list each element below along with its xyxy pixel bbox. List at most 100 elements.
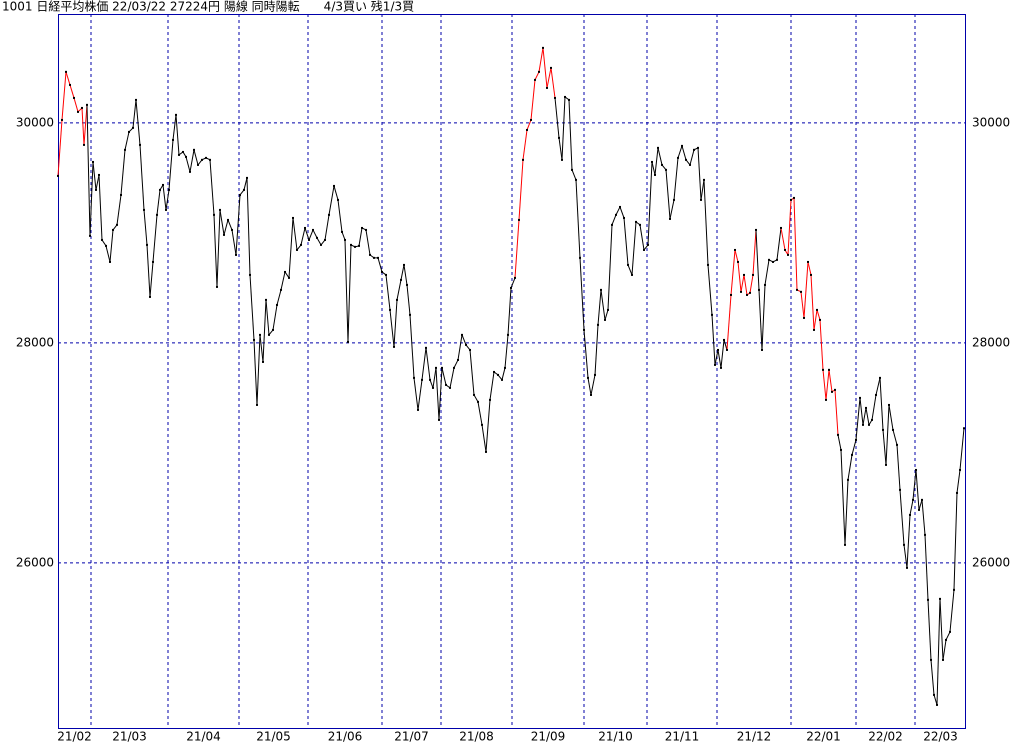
point xyxy=(514,276,516,279)
point xyxy=(587,376,589,379)
line-segment xyxy=(243,177,248,191)
point xyxy=(963,427,965,430)
line-segment xyxy=(844,479,849,545)
line-segment xyxy=(143,209,148,245)
line-segment xyxy=(209,159,215,215)
point xyxy=(909,513,911,516)
line-segment xyxy=(337,199,343,232)
point xyxy=(959,468,961,471)
point xyxy=(730,293,732,296)
line-segment xyxy=(755,229,760,290)
line-segment xyxy=(365,229,371,255)
x-tick-label: 21/06 xyxy=(328,730,363,744)
point xyxy=(400,278,402,281)
line-segment xyxy=(185,156,191,172)
line-segment xyxy=(256,334,261,405)
point xyxy=(720,366,722,369)
point xyxy=(489,398,491,401)
point xyxy=(677,156,679,159)
line-segment xyxy=(734,249,739,263)
point xyxy=(714,363,716,366)
point xyxy=(120,193,122,196)
line-segment xyxy=(231,229,237,255)
line-segment xyxy=(377,257,383,273)
line-segment xyxy=(558,137,563,160)
point xyxy=(623,216,625,219)
line-segment xyxy=(400,264,405,280)
point xyxy=(803,316,805,319)
line-segment xyxy=(469,349,475,395)
point xyxy=(768,258,770,261)
line-segment xyxy=(86,104,91,236)
line-segment xyxy=(956,469,961,494)
point xyxy=(209,158,211,161)
point xyxy=(936,703,938,706)
point xyxy=(530,118,532,121)
line-segment xyxy=(441,367,447,386)
point xyxy=(473,393,475,396)
point xyxy=(933,693,935,696)
line-segment xyxy=(752,229,757,275)
point xyxy=(825,398,827,401)
x-tick-label: 21/11 xyxy=(665,730,700,744)
point xyxy=(538,70,540,73)
point xyxy=(432,386,434,389)
point xyxy=(546,86,548,89)
line-segment xyxy=(92,161,97,190)
point xyxy=(892,428,894,431)
point xyxy=(101,238,103,241)
point xyxy=(915,468,917,471)
line-segment xyxy=(324,214,330,241)
line-segment xyxy=(651,161,656,176)
point xyxy=(354,245,356,248)
line-segment xyxy=(711,314,716,365)
line-segment xyxy=(726,294,732,350)
line-segment xyxy=(575,179,581,258)
line-segment xyxy=(105,245,111,263)
point xyxy=(197,163,199,166)
point xyxy=(828,368,830,371)
point xyxy=(568,98,570,101)
point xyxy=(885,463,887,466)
point xyxy=(449,386,451,389)
point xyxy=(457,358,459,361)
line-segment xyxy=(259,334,264,362)
point xyxy=(465,343,467,346)
line-segment xyxy=(665,169,671,219)
point xyxy=(98,173,100,176)
line-segment xyxy=(810,274,815,330)
point xyxy=(504,366,506,369)
line-segment xyxy=(834,389,839,435)
point xyxy=(182,150,184,153)
point xyxy=(272,328,274,331)
point xyxy=(165,208,167,211)
point xyxy=(292,216,294,219)
line-segment xyxy=(939,598,944,660)
point xyxy=(837,433,839,436)
line-segment xyxy=(193,149,199,166)
point xyxy=(193,148,195,151)
point xyxy=(249,273,251,276)
line-segment xyxy=(328,185,335,215)
line-segment xyxy=(81,107,85,145)
line-segment xyxy=(673,157,679,200)
point xyxy=(945,638,947,641)
point xyxy=(337,198,339,201)
point xyxy=(949,630,951,633)
point xyxy=(276,303,278,306)
point xyxy=(139,143,141,146)
point xyxy=(743,273,745,276)
point xyxy=(772,260,774,263)
point xyxy=(752,273,754,276)
point xyxy=(95,188,97,191)
line-segment xyxy=(124,131,130,150)
line-segment xyxy=(396,279,402,300)
point xyxy=(178,153,180,156)
point xyxy=(862,423,864,426)
line-segment xyxy=(590,374,596,396)
point xyxy=(185,155,187,158)
line-segment xyxy=(344,239,349,342)
line-segment xyxy=(927,599,932,660)
line-segment xyxy=(921,499,926,535)
